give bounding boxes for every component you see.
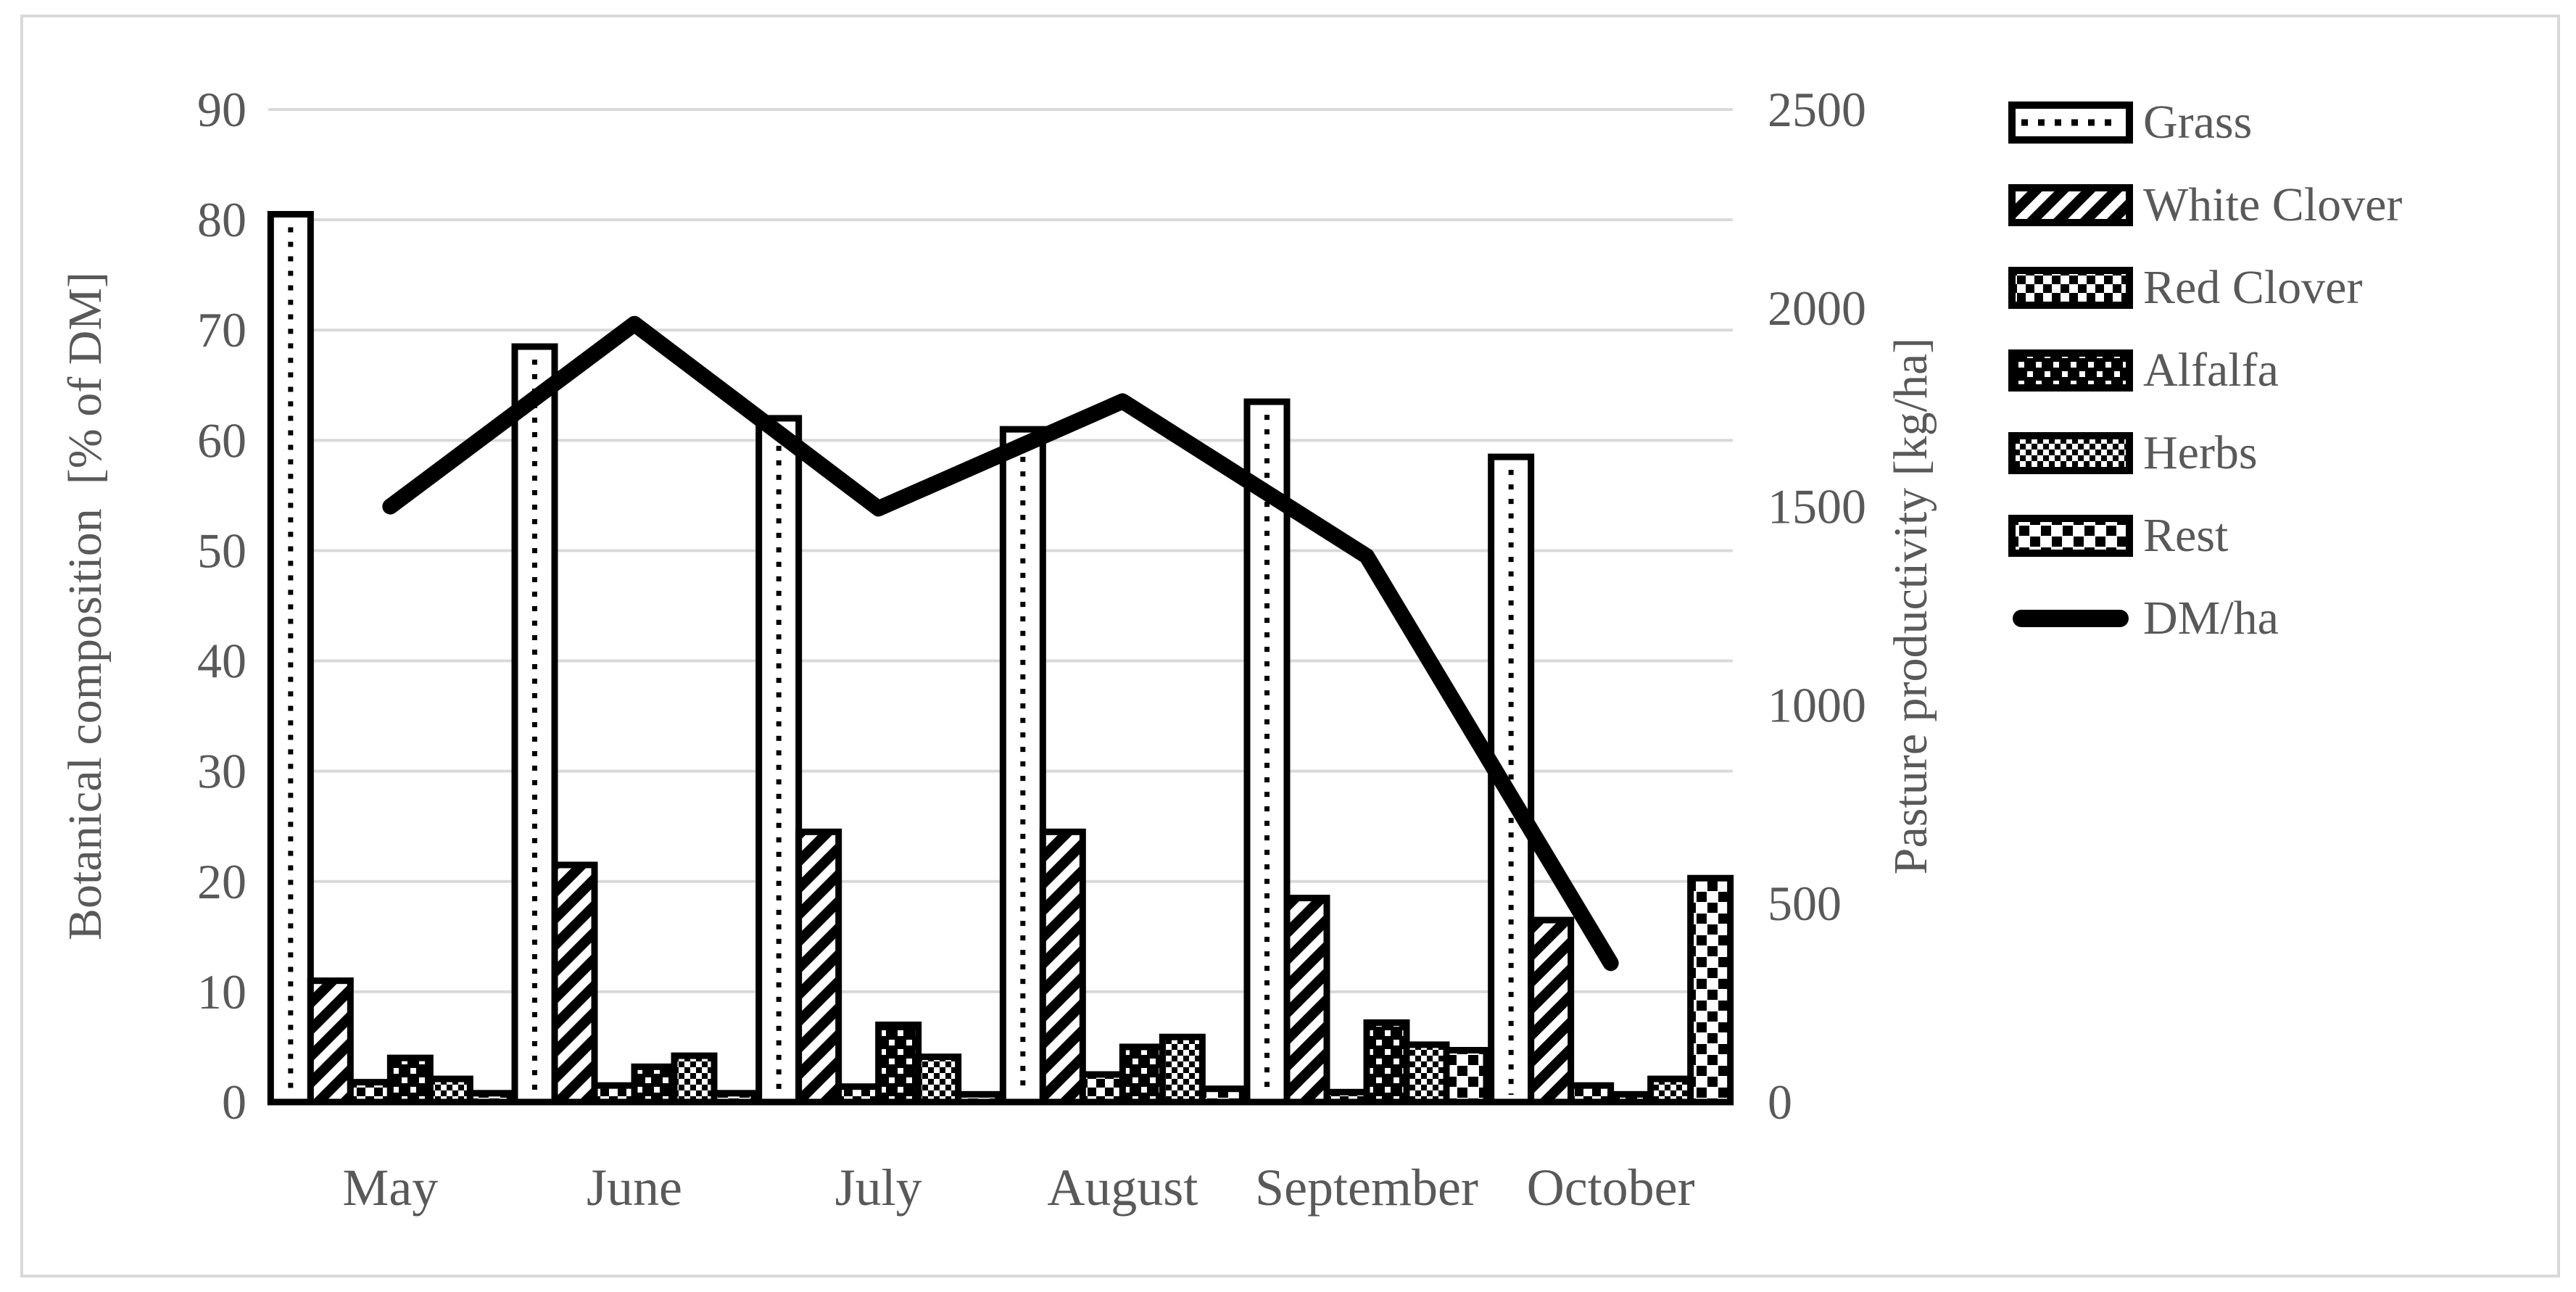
legend-label: Red Clover [2143, 261, 2363, 314]
series-white-clover [307, 828, 1575, 1106]
svg-text:60: 60 [197, 413, 247, 468]
rest-pattern-swatch-icon [2008, 515, 2133, 557]
svg-text:0: 0 [222, 1074, 247, 1130]
svg-text:July: July [835, 1159, 922, 1217]
bar [835, 1083, 882, 1106]
legend-entry-rest: Rest [2008, 494, 2402, 577]
series-rest [466, 874, 1734, 1106]
svg-text:500: 500 [1768, 876, 1842, 931]
legend-label: Alfalfa [2143, 344, 2279, 397]
herbs-pattern-swatch-icon [2008, 432, 2133, 474]
alfalfa-pattern-swatch-icon [2008, 349, 2133, 392]
bar [591, 1082, 638, 1106]
legend-entry-grass: Grass [2008, 81, 2402, 164]
legend: Grass White Clover Red Clover Alfalfa He… [2008, 81, 2402, 660]
svg-text:80: 80 [197, 192, 247, 247]
red-clover-pattern-swatch-icon [2008, 267, 2133, 309]
bar [795, 828, 842, 1106]
legend-entry-herbs: Herbs [2008, 412, 2402, 494]
bar [755, 415, 803, 1106]
series-herbs [426, 1033, 1694, 1106]
svg-text:September: September [1255, 1159, 1478, 1217]
bar [1443, 1047, 1490, 1106]
svg-text:40: 40 [197, 634, 247, 689]
svg-text:10: 10 [197, 964, 247, 1019]
svg-text:50: 50 [197, 523, 247, 578]
legend-label: Rest [2143, 509, 2229, 562]
bar [1403, 1041, 1450, 1106]
bar [915, 1053, 962, 1106]
grass-pattern-swatch-icon [2008, 102, 2133, 144]
svg-text:30: 30 [197, 744, 247, 799]
bar [551, 861, 598, 1106]
bar [386, 1054, 434, 1106]
axis-tick-labels: 0 10 20 30 40 50 60 70 80 90 0 500 1000 1500 2000 2500 M… [197, 82, 1866, 1217]
svg-text:90: 90 [197, 82, 247, 137]
svg-text:1500: 1500 [1768, 479, 1866, 534]
bar [1528, 916, 1575, 1106]
bar [1607, 1090, 1654, 1106]
svg-text:2000: 2000 [1768, 281, 1866, 336]
bar [999, 426, 1046, 1106]
svg-text:August: August [1047, 1159, 1198, 1217]
white-clover-pattern-swatch-icon [2008, 184, 2133, 226]
bar [1567, 1082, 1615, 1106]
legend-label: Herbs [2143, 426, 2258, 479]
bar [347, 1079, 394, 1106]
svg-text:May: May [342, 1159, 438, 1217]
dm-ha-line [382, 315, 1619, 972]
legend-entry-red-clover: Red Clover [2008, 247, 2402, 329]
left-axis-title: Botanical composition [% of DM] [59, 271, 112, 941]
bar [1159, 1033, 1206, 1106]
bar [1079, 1071, 1126, 1106]
bar [1647, 1075, 1694, 1106]
svg-text:1000: 1000 [1768, 677, 1866, 732]
svg-text:2500: 2500 [1768, 82, 1866, 137]
bar-groups [267, 211, 1734, 1106]
bar [1323, 1088, 1370, 1106]
bar [1039, 828, 1086, 1106]
bar [466, 1090, 513, 1106]
legend-label: White Clover [2143, 178, 2403, 231]
bar [711, 1090, 758, 1106]
series-grass [267, 211, 1535, 1106]
bar [1363, 1019, 1410, 1106]
legend-label: Grass [2143, 96, 2253, 149]
svg-text:June: June [587, 1159, 682, 1217]
bar [955, 1090, 1002, 1106]
legend-entry-white-clover: White Clover [2008, 164, 2402, 247]
bar [307, 977, 354, 1106]
bar [1283, 895, 1330, 1106]
legend-label: DM/ha [2143, 592, 2279, 645]
legend-entry-dm-ha: DM/ha [2008, 577, 2402, 660]
svg-text:0: 0 [1768, 1074, 1792, 1130]
bar [1198, 1085, 1246, 1106]
right-axis-title: Pasture productivity [kg/ha] [1884, 337, 1937, 875]
bar [1119, 1043, 1166, 1106]
bar [631, 1063, 678, 1106]
svg-text:20: 20 [197, 854, 247, 909]
bar [875, 1022, 922, 1106]
bar [1687, 874, 1734, 1106]
dm-ha-line-swatch-icon [2013, 610, 2129, 627]
bar [671, 1052, 718, 1106]
svg-text:70: 70 [197, 302, 247, 357]
svg-text:October: October [1527, 1159, 1695, 1217]
legend-entry-alfalfa: Alfalfa [2008, 329, 2402, 412]
bar [426, 1075, 473, 1106]
